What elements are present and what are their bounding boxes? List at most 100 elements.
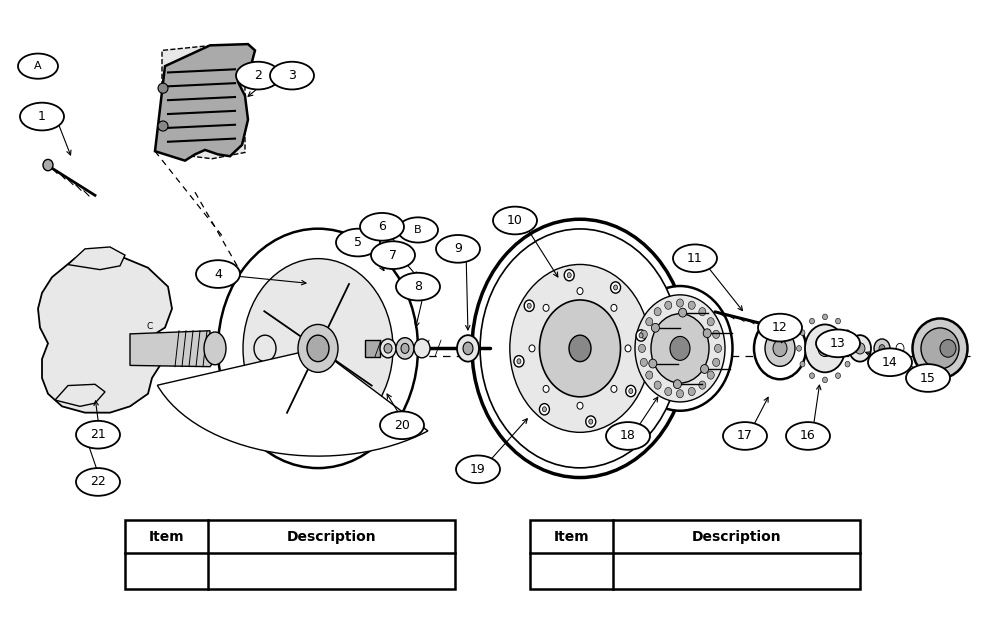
- Bar: [530, 520, 860, 589]
- Ellipse shape: [543, 304, 549, 311]
- Ellipse shape: [628, 286, 732, 411]
- Ellipse shape: [204, 332, 226, 365]
- Ellipse shape: [639, 344, 646, 353]
- Ellipse shape: [845, 362, 850, 367]
- Ellipse shape: [713, 330, 720, 338]
- Polygon shape: [38, 252, 172, 413]
- Ellipse shape: [699, 307, 706, 316]
- Ellipse shape: [564, 270, 574, 281]
- Ellipse shape: [688, 301, 695, 309]
- Ellipse shape: [396, 338, 414, 359]
- Ellipse shape: [805, 324, 845, 372]
- Ellipse shape: [651, 314, 709, 383]
- Ellipse shape: [921, 328, 959, 369]
- Circle shape: [18, 54, 58, 79]
- Ellipse shape: [636, 330, 646, 341]
- Ellipse shape: [543, 386, 549, 392]
- Circle shape: [380, 411, 424, 439]
- Ellipse shape: [701, 365, 709, 374]
- Circle shape: [758, 314, 802, 341]
- Text: 7: 7: [389, 249, 397, 261]
- Circle shape: [816, 329, 860, 357]
- Ellipse shape: [463, 342, 473, 355]
- Polygon shape: [162, 45, 245, 159]
- Circle shape: [723, 422, 767, 450]
- Ellipse shape: [713, 358, 720, 367]
- Ellipse shape: [577, 287, 583, 294]
- Text: 16: 16: [800, 430, 816, 442]
- Ellipse shape: [879, 345, 885, 352]
- Ellipse shape: [254, 335, 276, 362]
- Text: 3: 3: [288, 69, 296, 82]
- Circle shape: [906, 364, 950, 392]
- Polygon shape: [68, 247, 125, 270]
- Ellipse shape: [845, 330, 850, 335]
- Ellipse shape: [896, 343, 904, 353]
- Ellipse shape: [818, 340, 832, 357]
- Ellipse shape: [640, 330, 647, 338]
- Circle shape: [236, 62, 280, 89]
- Ellipse shape: [940, 340, 956, 357]
- Ellipse shape: [765, 330, 795, 366]
- Ellipse shape: [707, 371, 714, 379]
- Text: 14: 14: [882, 356, 898, 369]
- Text: 4: 4: [214, 268, 222, 280]
- Circle shape: [360, 213, 404, 241]
- Ellipse shape: [567, 273, 571, 278]
- Text: C: C: [147, 322, 153, 331]
- Ellipse shape: [810, 318, 814, 324]
- Ellipse shape: [676, 299, 684, 307]
- Text: 17: 17: [737, 430, 753, 442]
- Circle shape: [20, 103, 64, 130]
- Text: 20: 20: [394, 419, 410, 432]
- Ellipse shape: [158, 121, 168, 131]
- Ellipse shape: [611, 282, 621, 293]
- Ellipse shape: [611, 304, 617, 311]
- Ellipse shape: [158, 83, 168, 93]
- Ellipse shape: [754, 318, 806, 379]
- Ellipse shape: [414, 339, 430, 358]
- Text: Item: Item: [553, 530, 589, 544]
- Bar: [125, 520, 455, 589]
- Ellipse shape: [218, 229, 418, 468]
- Ellipse shape: [569, 335, 591, 362]
- Circle shape: [396, 273, 440, 301]
- Text: 2: 2: [254, 69, 262, 82]
- Ellipse shape: [307, 335, 329, 362]
- Text: Description: Description: [286, 530, 376, 544]
- Ellipse shape: [472, 219, 688, 478]
- Text: Description: Description: [691, 530, 781, 544]
- Ellipse shape: [848, 345, 854, 351]
- Ellipse shape: [654, 307, 661, 316]
- Text: 19: 19: [470, 463, 486, 476]
- Circle shape: [270, 62, 314, 89]
- Circle shape: [371, 241, 415, 269]
- Ellipse shape: [539, 404, 549, 415]
- Ellipse shape: [524, 300, 534, 311]
- Ellipse shape: [614, 285, 618, 290]
- Ellipse shape: [855, 343, 865, 354]
- Circle shape: [868, 348, 912, 376]
- Circle shape: [76, 421, 120, 449]
- Text: Item: Item: [148, 530, 184, 544]
- Ellipse shape: [639, 333, 643, 338]
- Text: 11: 11: [687, 252, 703, 265]
- Ellipse shape: [822, 314, 828, 319]
- Ellipse shape: [810, 373, 814, 379]
- Ellipse shape: [625, 345, 631, 352]
- Text: 9: 9: [454, 243, 462, 255]
- Ellipse shape: [665, 301, 672, 309]
- Ellipse shape: [626, 386, 636, 397]
- Ellipse shape: [527, 303, 531, 308]
- Ellipse shape: [849, 335, 871, 362]
- Text: 5: 5: [354, 236, 362, 249]
- Ellipse shape: [401, 343, 409, 353]
- Polygon shape: [155, 44, 255, 161]
- Text: 12: 12: [772, 321, 788, 334]
- Circle shape: [336, 229, 380, 256]
- Ellipse shape: [800, 330, 805, 335]
- Ellipse shape: [577, 403, 583, 410]
- Ellipse shape: [43, 159, 53, 171]
- Bar: [365, 340, 380, 357]
- Circle shape: [398, 217, 438, 243]
